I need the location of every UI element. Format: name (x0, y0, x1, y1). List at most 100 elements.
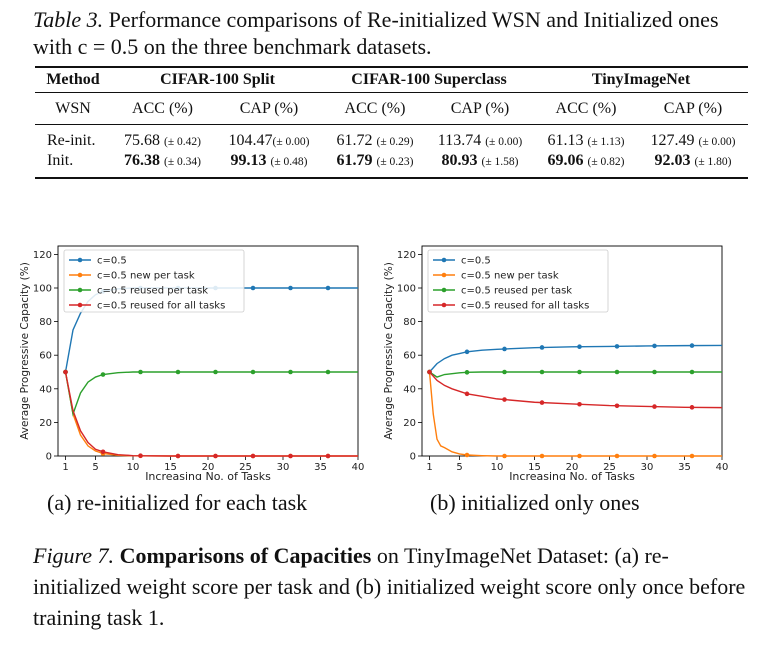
data-point (288, 369, 293, 375)
figure-caption-label: Figure 7. (33, 543, 115, 568)
table-caption-label: Table 3. (33, 7, 104, 32)
y-tick-label: 60 (39, 351, 52, 362)
data-point (614, 344, 620, 349)
table-caption-text: Performance comparisons of Re-initialize… (33, 7, 719, 59)
data-point (175, 369, 181, 375)
table-cell: 104.47(± 0.00) (214, 125, 324, 152)
legend-label: c=0.5 reused for all tasks (461, 301, 589, 312)
x-tick-label: 35 (314, 462, 327, 473)
figure-caption-text: on TinyImageNet Dataset: (a) re-initiali… (33, 543, 746, 630)
group-header: CIFAR-100 Superclass (324, 66, 534, 93)
sub-header: ACC (%) (324, 92, 426, 125)
data-point (138, 453, 143, 459)
table-cell: 92.03 (± 1.80) (638, 151, 748, 179)
data-point (614, 403, 620, 409)
cell-value: 113.74 (437, 132, 482, 149)
data-point (427, 369, 432, 375)
series-line (428, 344, 723, 373)
table-cell: 76.38 (± 0.34) (111, 151, 214, 179)
data-point (502, 397, 507, 402)
legend-marker (77, 257, 83, 263)
data-point (689, 453, 695, 459)
legend-label: c=0.5 new per task (97, 271, 195, 282)
y-tick-label: 40 (403, 384, 416, 395)
cell-std: (± 0.00) (698, 136, 736, 148)
table-cell: 61.72 (± 0.29) (324, 125, 426, 152)
table-cell: 127.49 (± 0.00) (638, 125, 748, 152)
legend-label: c=0.5 reused for all tasks (97, 301, 225, 312)
data-point (502, 369, 507, 375)
legend-marker (77, 287, 83, 293)
data-point (689, 405, 695, 410)
data-point (213, 453, 218, 459)
data-point (138, 369, 143, 375)
data-point (652, 453, 657, 459)
x-tick-label: 10 (127, 462, 140, 473)
data-point (100, 449, 106, 455)
sub-header: ACC (%) (534, 92, 638, 125)
figure-caption: Figure 7. Comparisons of Capacities on T… (33, 540, 749, 633)
results-table: Method CIFAR-100 Split CIFAR-100 Supercl… (35, 66, 748, 179)
data-point (539, 400, 545, 405)
cell-std: (± 0.34) (164, 156, 201, 168)
legend-label: c=0.5 (97, 256, 127, 267)
cell-value: 61.13 (547, 132, 584, 149)
data-point (288, 453, 293, 459)
data-point (213, 369, 218, 375)
x-tick-label: 20 (202, 462, 215, 473)
cell-std: (± 0.00) (485, 136, 523, 148)
data-point (614, 453, 620, 459)
table-caption: Table 3. Performance comparisons of Re-i… (33, 6, 748, 60)
data-point (250, 369, 256, 375)
legend-marker (441, 272, 447, 278)
cell-value: 99.13 (230, 152, 267, 169)
cell-std: (± 1.13) (587, 136, 625, 148)
data-point (325, 453, 331, 459)
y-tick-label: 80 (403, 317, 416, 328)
cell-std: (± 0.29) (376, 136, 414, 148)
x-tick-label: 40 (716, 462, 729, 473)
y-tick-label: 100 (33, 284, 52, 295)
table-group-header-row: Method CIFAR-100 Split CIFAR-100 Supercl… (35, 66, 748, 93)
chart-a: 1 5 10 15 20 25 30 35 40 0 20 40 60 80 100 120 Increasin… (14, 236, 366, 485)
table-cell: 113.74 (± 0.00) (426, 125, 534, 152)
legend-box (427, 249, 609, 313)
x-tick-label: 5 (92, 462, 98, 473)
table-row: Init. 76.38 (± 0.34) 99.13 (± 0.48) 61.7… (35, 151, 748, 179)
data-point (577, 401, 582, 407)
legend-label: c=0.5 new per task (461, 271, 559, 282)
y-axis-label: Average Progressive Capacity (%) (383, 262, 395, 440)
y-tick-label: 40 (39, 384, 52, 395)
y-tick-label: 120 (397, 250, 416, 261)
group-header: TinyImageNet (534, 66, 748, 93)
data-point (63, 369, 68, 375)
data-point (614, 369, 620, 375)
chart-b: 1 5 10 15 20 25 30 35 40 0 20 40 60 80 100 120 Increasin… (378, 236, 730, 485)
y-tick-label: 80 (39, 317, 52, 328)
x-tick-label: 20 (566, 462, 579, 473)
table-cell: 61.79 (± 0.23) (324, 151, 426, 179)
data-point (325, 285, 331, 291)
data-point (250, 453, 256, 459)
y-tick-label: 20 (403, 418, 416, 429)
y-tick-label: 0 (410, 452, 416, 463)
table-subheader-row: WSN ACC (%) CAP (%) ACC (%) CAP (%) ACC … (35, 92, 748, 125)
y-tick-label: 120 (33, 250, 52, 261)
legend-label: c=0.5 reused per task (97, 286, 208, 297)
data-point (539, 345, 545, 350)
data-point (539, 453, 545, 459)
cell-value: 76.38 (124, 152, 160, 169)
data-point (502, 453, 507, 459)
data-point (464, 452, 470, 458)
chart-b-plot: 1 5 10 15 20 25 30 35 40020406080100120Increasin… (383, 245, 729, 483)
data-point (577, 344, 582, 350)
x-tick-label: 25 (603, 462, 616, 473)
legend-marker (77, 272, 83, 278)
sub-header: ACC (%) (111, 92, 214, 125)
cell-value: 127.49 (650, 132, 695, 149)
chart-a-plot: 1 5 10 15 20 25 30 35 40020406080100120Increasin… (19, 245, 364, 483)
data-point (288, 285, 293, 291)
x-axis-label: Increasing No. of Tasks (145, 470, 271, 480)
subcaption-a: (a) re-initialized for each task (47, 490, 308, 515)
legend-label: c=0.5 (461, 256, 491, 267)
